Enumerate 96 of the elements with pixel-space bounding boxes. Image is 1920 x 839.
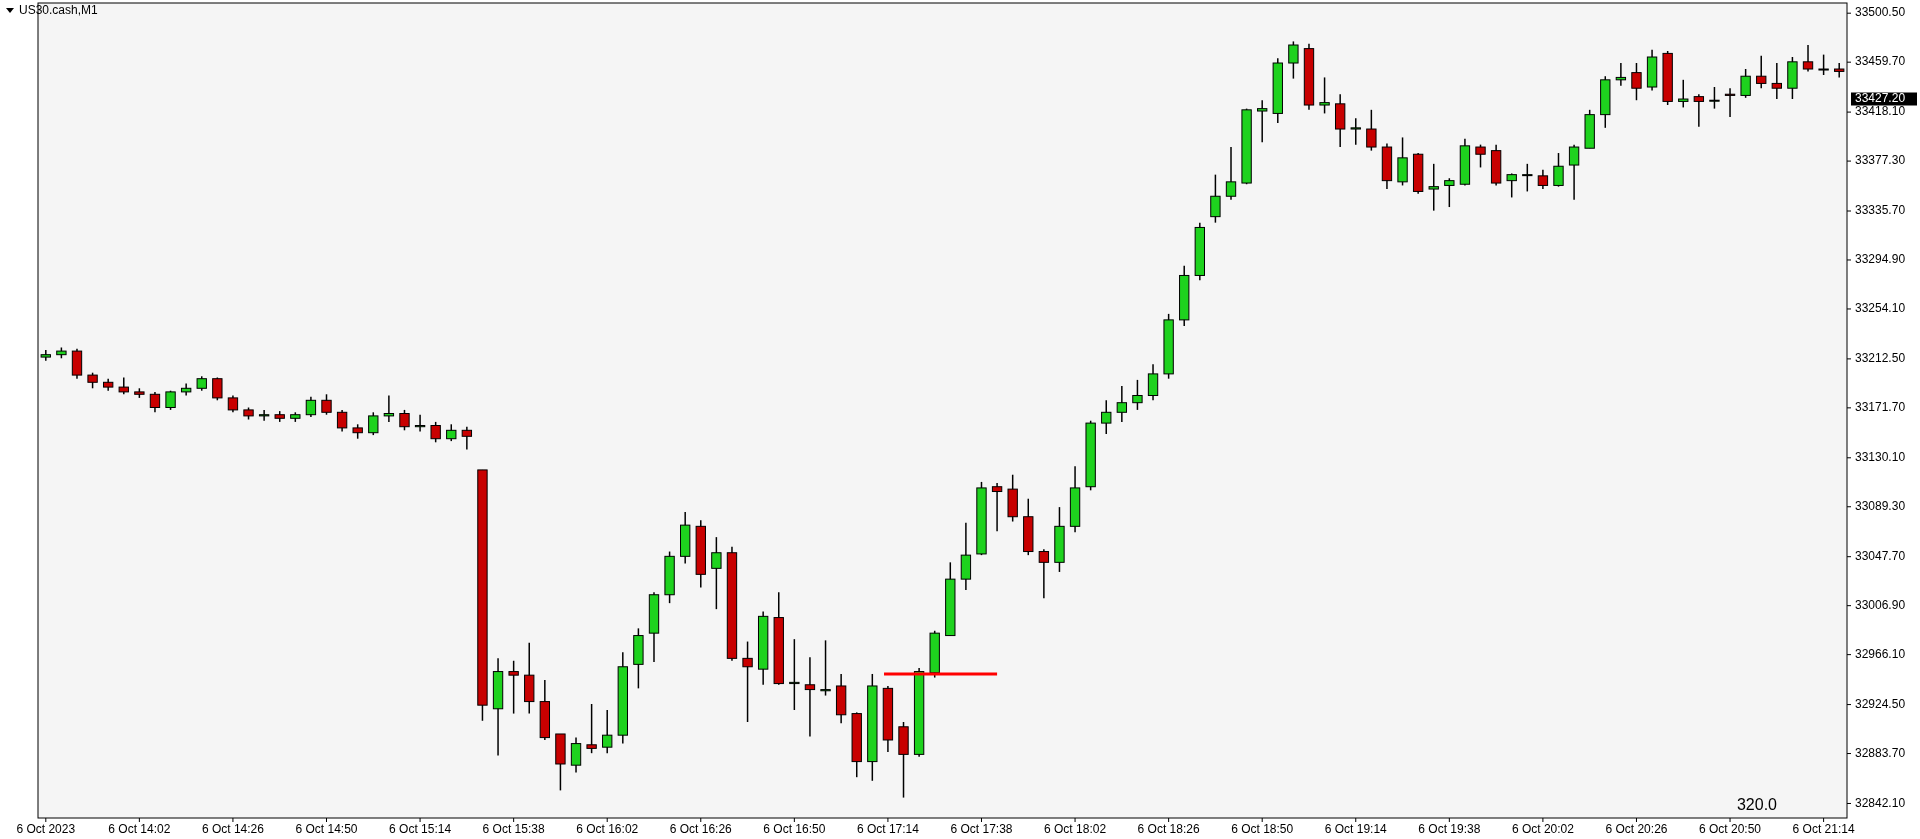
x-tick-label: 6 Oct 17:14: [856, 822, 920, 836]
candlestick: [1444, 177, 1455, 208]
x-tick-label: 6 Oct 16:26: [669, 822, 733, 836]
x-tick-label: 6 Oct 18:50: [1231, 822, 1294, 836]
y-tick-label: 33089.30: [1855, 498, 1906, 513]
x-tick-label: 6 Oct 14:50: [295, 822, 358, 836]
candlestick: [1319, 76, 1330, 115]
x-tick-label: 6 Oct 2023: [16, 822, 76, 836]
y-tick-label: 32883.70: [1855, 745, 1906, 760]
candlestick: [1288, 40, 1299, 80]
candlestick: [399, 409, 410, 432]
candlestick: [1116, 385, 1128, 423]
candlestick: [804, 656, 816, 738]
x-tick-label: 6 Oct 16:50: [763, 822, 826, 836]
candlestick: [508, 660, 519, 715]
candlestick: [1693, 93, 1705, 128]
candlestick: [1101, 399, 1112, 435]
x-tick-label: 6 Oct 15:38: [482, 822, 545, 836]
candlestick: [212, 376, 223, 402]
chart-title: US30.cash,M1: [19, 3, 99, 17]
candlestick: [1724, 87, 1736, 118]
candlestick: [1740, 68, 1751, 99]
candlestick: [1132, 379, 1143, 411]
candlestick: [1678, 79, 1689, 109]
candlestick: [336, 409, 348, 433]
candlestick: [1818, 53, 1829, 76]
candlestick: [1537, 169, 1549, 190]
candlestick: [383, 394, 395, 423]
candlestick: [1350, 117, 1361, 146]
candlestick: [1771, 62, 1782, 100]
y-tick-label: 33212.50: [1855, 351, 1906, 366]
x-tick-label: 6 Oct 19:14: [1324, 822, 1388, 836]
y-tick-label: 33171.70: [1855, 400, 1906, 415]
candlestick: [71, 347, 83, 380]
candlestick: [1397, 136, 1408, 187]
candlestick: [586, 703, 597, 754]
candlestick: [368, 411, 379, 436]
y-tick-label: 33254.10: [1855, 301, 1906, 316]
candlestick: [461, 425, 473, 451]
candlestick: [1631, 62, 1642, 101]
y-tick-label: 33006.90: [1855, 597, 1906, 612]
candlestick: [789, 638, 800, 711]
y-tick-label: 33294.90: [1855, 252, 1906, 267]
candlestick: [1553, 152, 1564, 188]
candlestick: [1210, 173, 1221, 224]
candlestick: [1506, 172, 1517, 199]
candlestick: [602, 709, 613, 754]
x-tick-label: 6 Oct 14:26: [201, 822, 265, 836]
candlestick: [1038, 548, 1050, 600]
y-tick-label: 33500.50: [1855, 5, 1906, 20]
candlestick: [430, 421, 441, 444]
x-tick-label: 6 Oct 15:14: [389, 822, 452, 836]
candlestick: [711, 536, 722, 610]
candlestick: [1225, 146, 1237, 201]
x-tick-label: 6 Oct 18:02: [1044, 822, 1107, 836]
y-tick-label: 32966.10: [1855, 646, 1906, 661]
candlestick: [1428, 163, 1439, 212]
candlestick: [149, 391, 161, 414]
candlestick: [991, 482, 1003, 532]
x-tick-label: 6 Oct 19:38: [1418, 822, 1481, 836]
candlestick: [570, 736, 582, 774]
candlestick: [1802, 44, 1814, 73]
candlestick: [1257, 99, 1268, 143]
y-tick-label: 33335.70: [1855, 203, 1906, 218]
candlestick: [258, 409, 270, 422]
candlestick: [742, 640, 753, 723]
text: 33427.20: [1855, 91, 1906, 106]
y-tick-label: 33047.70: [1855, 548, 1906, 563]
y-tick-label: 32924.50: [1855, 696, 1906, 711]
x-tick-label: 6 Oct 21:14: [1792, 822, 1855, 836]
candlestick: [1834, 62, 1845, 79]
x-tick-label: 6 Oct 20:26: [1605, 822, 1668, 836]
candlestick: [1756, 55, 1767, 89]
y-tick-label: 32842.10: [1855, 795, 1906, 810]
candlestick: [1568, 143, 1580, 201]
x-tick-label: 6 Oct 18:26: [1137, 822, 1200, 836]
candlestick: [414, 413, 426, 433]
candlestick: [305, 395, 317, 418]
candlestick: [1475, 143, 1486, 169]
y-tick-label: 33130.10: [1855, 449, 1906, 464]
y-tick-label: 33418.10: [1855, 104, 1906, 119]
y-tick-label: 33459.70: [1855, 54, 1906, 69]
x-tick-label: 6 Oct 17:38: [950, 822, 1013, 836]
candlestick: [960, 521, 972, 591]
x-tick-label: 6 Oct 16:02: [576, 822, 639, 836]
candlestick: [1522, 163, 1533, 193]
candlestick: [820, 639, 831, 697]
annotation: 320.0: [1736, 796, 1778, 813]
x-tick-label: 6 Oct 20:50: [1699, 822, 1762, 836]
candlestick: [321, 393, 332, 416]
candlestick: [1366, 109, 1377, 152]
candlestick: [1147, 363, 1159, 402]
x-tick-label: 6 Oct 20:02: [1511, 822, 1575, 836]
x-tick-label: 6 Oct 14:02: [108, 822, 171, 836]
y-tick-label: 33377.30: [1855, 153, 1906, 168]
candlestick: [1709, 86, 1720, 110]
